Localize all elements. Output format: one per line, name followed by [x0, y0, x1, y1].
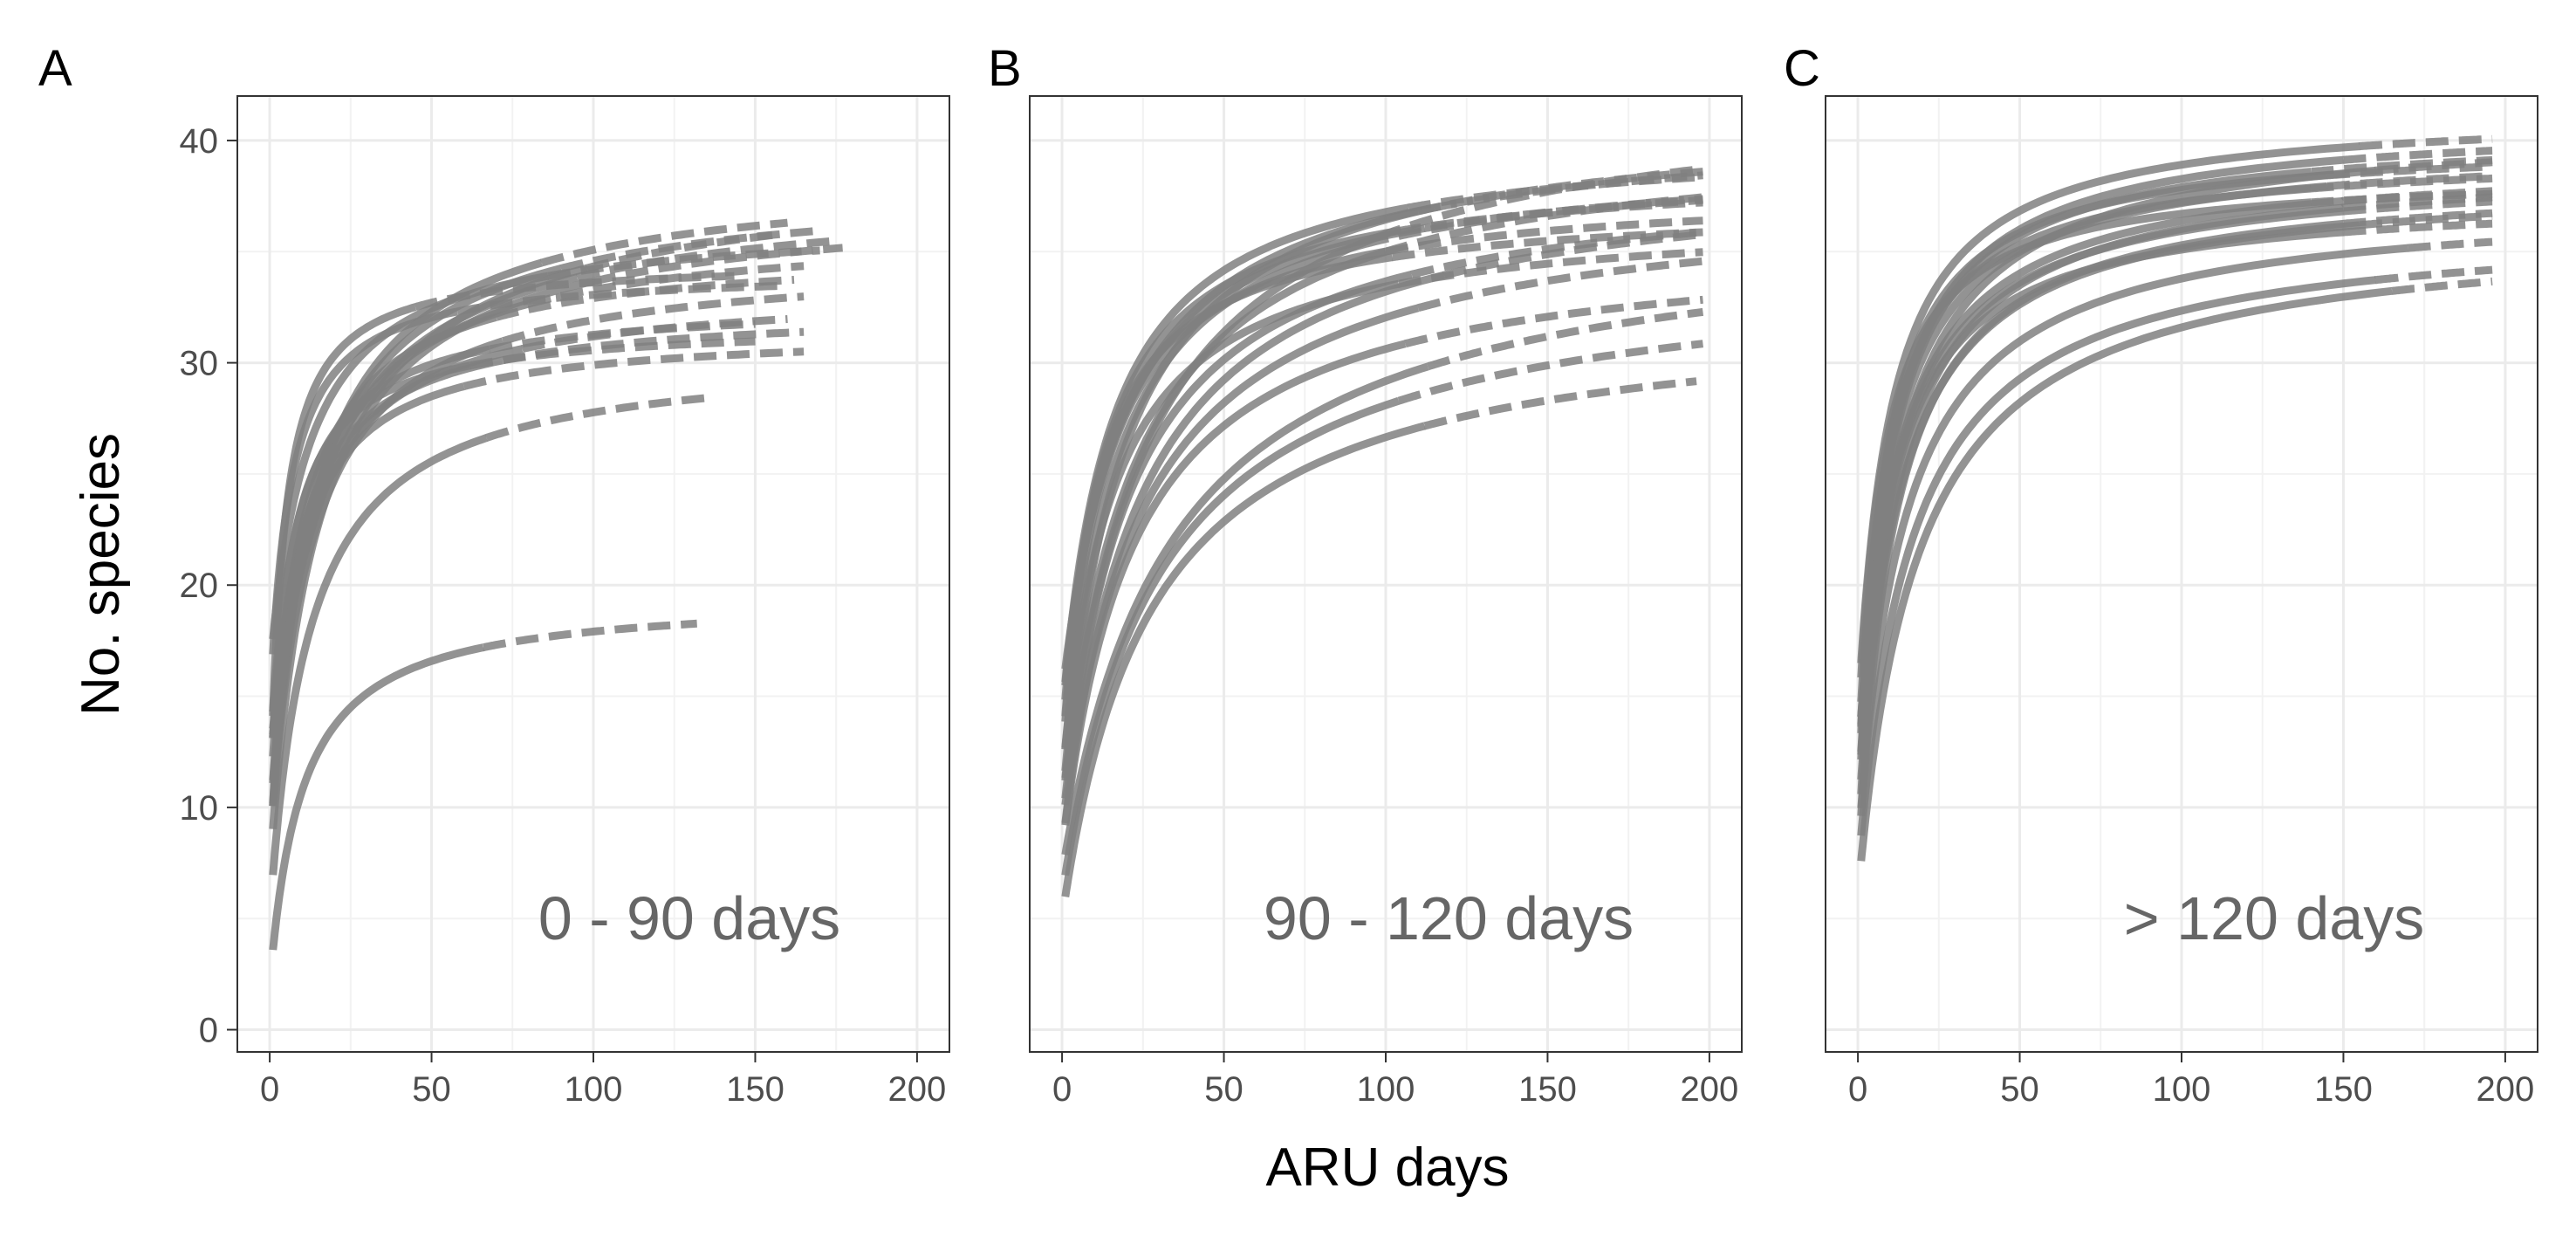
panel-c-ticks: 0 50 100 150 200	[1848, 1052, 2534, 1109]
observed-curve-16	[269, 361, 471, 739]
panel-a-tag: A	[38, 40, 72, 97]
x-tick-label: 0	[260, 1070, 279, 1109]
extrapolated-curve-2	[1397, 340, 1704, 405]
extrapolated-curve-15	[2374, 158, 2493, 175]
x-tick-label: 200	[2477, 1070, 2535, 1109]
extrapolated-curve-3	[539, 218, 788, 267]
extrapolated-curve-10	[1385, 216, 1703, 256]
x-tick-label: 100	[565, 1070, 623, 1109]
x-axis-title: ARU days	[1265, 1137, 1509, 1198]
panel-b-tag: B	[988, 40, 1022, 97]
panel-a-annotation: 0 - 90 days	[538, 884, 840, 952]
panel-c: 0 50 100 150 200 C > 120 days	[1784, 40, 2538, 1109]
panel-b: 0 50 100 150 200 B 90 - 120 days	[988, 40, 1743, 1109]
y-tick-label: 20	[180, 567, 219, 605]
x-tick-label: 50	[1204, 1070, 1243, 1109]
y-axis-title: No. species	[71, 433, 131, 716]
extrapolated-curve-15	[1424, 196, 1703, 232]
extrapolated-curve-16	[469, 337, 756, 370]
panel-b-curves	[1061, 164, 1704, 897]
extrapolated-curve-4	[2359, 211, 2493, 230]
observed-curve-3	[1857, 244, 2408, 809]
observed-curve-17	[1857, 196, 2344, 717]
observed-curve-1	[269, 643, 484, 951]
extrapolated-curve-5	[1416, 257, 1703, 313]
x-tick-label: 0	[1848, 1070, 1867, 1109]
x-tick-label: 100	[2153, 1070, 2211, 1109]
extrapolated-curve-17	[520, 315, 788, 353]
x-tick-label: 150	[2314, 1070, 2373, 1109]
x-tick-label: 0	[1052, 1070, 1072, 1109]
observed-curve-15	[269, 271, 549, 640]
observed-curve-6	[1061, 271, 1445, 824]
observed-curve-2	[1857, 276, 2376, 836]
extrapolated-curve-16	[2342, 209, 2493, 228]
observed-curve-18	[269, 264, 588, 735]
extrapolated-curve-18	[1410, 228, 1703, 278]
panel-a: 0 50 100 150 200 0 10 20 30 40 A 0 - 90 days	[38, 40, 950, 1109]
y-tick-label: 0	[199, 1012, 218, 1050]
x-tick-label: 100	[1357, 1070, 1415, 1109]
x-tick-label: 50	[2000, 1070, 2039, 1109]
observed-curve-1	[1857, 286, 2393, 862]
y-tick-label: 30	[180, 345, 219, 383]
observed-curve-2	[269, 434, 489, 876]
x-tick-label: 200	[1681, 1070, 1739, 1109]
observed-curve-16	[1857, 219, 2344, 816]
x-tick-label: 150	[1518, 1070, 1577, 1109]
panel-c-curves	[1857, 134, 2493, 862]
extrapolated-curve-18	[585, 230, 782, 272]
extrapolated-curve-12	[2342, 147, 2493, 164]
observed-curve-18	[1061, 271, 1413, 800]
panel-a-ticks: 0 50 100 150 200 0 10 20 30 40	[180, 122, 947, 1109]
extrapolated-curve-8	[2309, 174, 2493, 193]
panel-c-grid	[1826, 96, 2538, 1052]
x-tick-label: 150	[726, 1070, 784, 1109]
extrapolated-curve-3	[1426, 307, 1704, 371]
extrapolated-curve-3	[2407, 237, 2493, 252]
observed-curve-3	[1061, 362, 1429, 856]
panel-c-tag: C	[1784, 40, 1820, 97]
extrapolated-curve-17	[1433, 171, 1703, 212]
x-tick-label: 50	[412, 1070, 451, 1109]
extrapolated-curve-5	[2342, 219, 2493, 237]
observed-curve-13	[1857, 142, 2360, 663]
extrapolated-curve-4	[1403, 295, 1703, 348]
observed-curve-12	[1857, 155, 2344, 725]
panel-c-annotation: > 120 days	[2124, 884, 2424, 952]
extrapolated-curve-1	[483, 619, 697, 652]
extrapolated-curve-6	[1442, 230, 1703, 279]
extrapolated-curve-14	[2340, 193, 2493, 212]
y-tick-label: 10	[180, 789, 219, 828]
panel-b-ticks: 0 50 100 150 200	[1052, 1052, 1738, 1109]
extrapolated-curve-17	[2340, 187, 2493, 205]
extrapolated-curve-2	[484, 394, 710, 442]
extrapolated-curve-2	[2374, 265, 2493, 285]
observed-curve-1	[1061, 422, 1426, 897]
extrapolated-curve-6	[502, 292, 805, 346]
panel-a-curves	[269, 218, 843, 951]
panel-b-annotation: 90 - 120 days	[1264, 884, 1634, 952]
extrapolated-curve-1	[1423, 377, 1697, 430]
extrapolated-curve-11	[559, 226, 820, 272]
observed-curve-17	[1061, 203, 1435, 670]
extrapolated-curve-1	[2391, 277, 2493, 295]
x-tick-label: 200	[888, 1070, 947, 1109]
extrapolated-curve-13	[2358, 134, 2493, 151]
extrapolated-curve-16	[1398, 248, 1703, 288]
extrapolated-curve-7	[462, 347, 805, 390]
y-tick-label: 40	[180, 122, 219, 161]
